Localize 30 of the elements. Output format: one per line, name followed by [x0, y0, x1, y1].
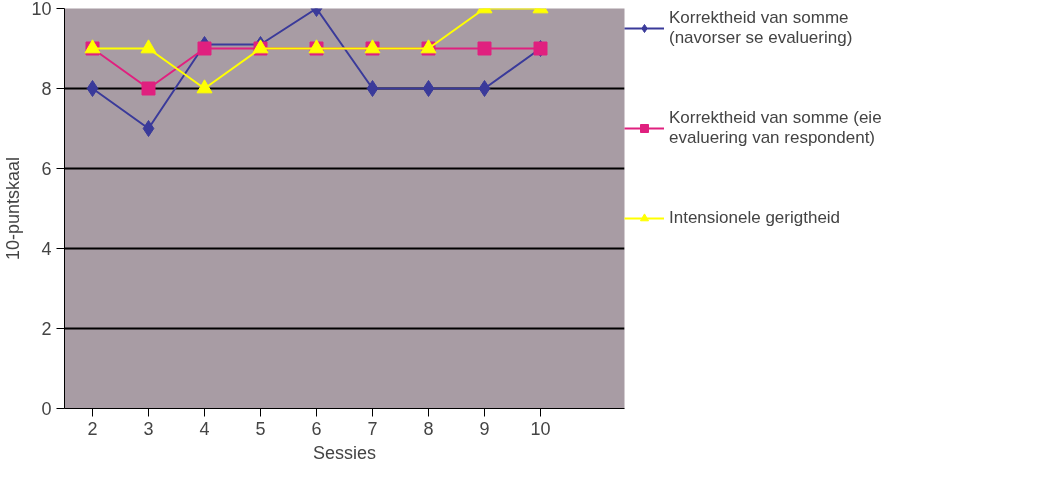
- point: [197, 41, 212, 56]
- x-tick-label: 2: [87, 418, 98, 439]
- x-tick-label: 10: [530, 418, 551, 439]
- y-axis-title: 10-puntskaal: [3, 156, 24, 261]
- point: [86, 80, 99, 97]
- x-tick-label: 3: [143, 418, 154, 439]
- x-axis-title: Sessies: [312, 442, 377, 463]
- point: [140, 39, 157, 54]
- y-tick-label: 2: [41, 319, 52, 339]
- x-tick-label: 7: [367, 418, 378, 439]
- x-tick-label: 6: [311, 418, 322, 439]
- legend-label: Korrektheid van somme (navorser se evaluering): [669, 8, 853, 48]
- point: [366, 80, 379, 97]
- x-tick-label: 5: [255, 418, 266, 439]
- x-tick-label: 4: [199, 418, 210, 439]
- legend-label: Korrektheid van somme (eie evaluering van respondent): [669, 108, 882, 148]
- point: [478, 80, 491, 97]
- y-tick-label: 10: [31, 0, 52, 19]
- point: [141, 81, 156, 96]
- y-tick-label: 4: [41, 239, 52, 259]
- y-tick-label: 0: [41, 399, 52, 419]
- point: [196, 79, 213, 94]
- y-tick-label: 8: [41, 79, 52, 99]
- legend-label: Intensionele gerigtheid: [669, 208, 841, 228]
- x-tick-label: 9: [479, 418, 490, 439]
- y-tick-label: 6: [41, 159, 52, 179]
- point: [477, 41, 492, 56]
- x-tick-label: 8: [423, 418, 434, 439]
- point: [142, 120, 155, 137]
- point: [422, 80, 435, 97]
